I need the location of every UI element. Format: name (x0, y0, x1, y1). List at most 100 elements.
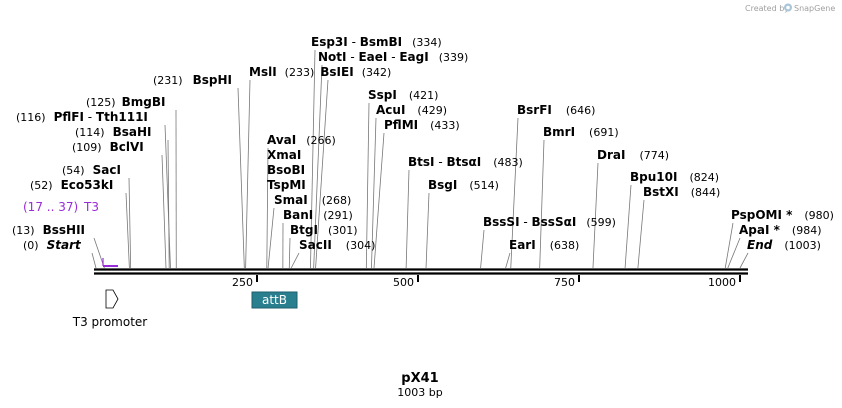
site-acui[interactable]: AcuI (376, 103, 405, 117)
pos-774: (774) (639, 149, 669, 162)
site-end[interactable]: End (747, 238, 773, 252)
svg-text:(54)SacI: (54) SacI (62, 163, 121, 177)
pos-844: (844) (691, 186, 721, 199)
svg-text:NotI - EaeI - EagI(339): NotI - EaeI - EagI (339) (318, 50, 468, 64)
site-smai[interactable]: SmaI (274, 193, 308, 207)
leader-line (310, 49, 316, 269)
site-bsshii[interactable]: BssHII (43, 223, 85, 237)
site-bstxi[interactable]: BstXI (643, 185, 679, 199)
leader-line (371, 117, 377, 269)
svg-text:(0)Start: (0) Start (23, 238, 82, 252)
site-pflmi[interactable]: PflMI (384, 118, 418, 132)
site-bani[interactable]: BanI (283, 208, 313, 222)
svg-text:(52)Eco53kI: (52) Eco53kI (30, 178, 113, 192)
leader-line (624, 184, 632, 269)
site-bpu10i[interactable]: Bpu10I (630, 170, 677, 184)
site-eagi[interactable]: EagI (399, 50, 428, 64)
svg-text:BsrFI(646): BsrFI (646) (517, 103, 595, 117)
site-bsmbi[interactable]: BsmBI (360, 35, 402, 49)
leader-line (125, 192, 130, 269)
leader-line (505, 252, 511, 269)
site-noti[interactable]: NotI (318, 50, 347, 64)
svg-text:(114)BsaHI: (114) BsaHI (75, 125, 152, 139)
site-tth111i[interactable]: Tth111I (96, 110, 148, 124)
site-bmri[interactable]: BmrI (543, 125, 575, 139)
svg-text:Bpu10I(824): Bpu10I (824) (630, 170, 719, 184)
site-apai[interactable]: ApaI * (739, 223, 781, 237)
site-bmgbi[interactable]: BmgBI (122, 95, 166, 109)
feature-t3-promoter[interactable]: T3 promoter (72, 289, 148, 329)
pos-0: (0) (23, 239, 39, 252)
site-bsrfi[interactable]: BsrFI (517, 103, 552, 117)
svg-text:SacII(304): SacII (304) (299, 238, 375, 252)
svg-text:(13)BssHII: (13) BssHII (12, 223, 85, 237)
site-bsssai[interactable]: BssSαI (532, 215, 577, 229)
leader-line (237, 87, 245, 269)
pos-980: (980) (804, 209, 834, 222)
attb-label: attB (262, 293, 287, 307)
pos-433: (433) (430, 119, 460, 132)
svg-text:MslI(233)BsIEI(342): MslI (233) BsIEI (342) (249, 65, 391, 79)
site-bsahi[interactable]: BsaHI (113, 125, 152, 139)
leader-line (128, 177, 132, 269)
leader-line (637, 199, 645, 269)
svg-text:(116)PflFI - Tth111I: (116) PflFI - Tth111I (16, 110, 148, 124)
site-pspomi[interactable]: PspOMI * (731, 208, 793, 222)
site-drai[interactable]: DraI (597, 148, 625, 162)
pos-638: (638) (550, 239, 580, 252)
pos-304: (304) (346, 239, 376, 252)
pos-429: (429) (417, 104, 447, 117)
leader-line (739, 252, 749, 269)
plasmid-length: 1003 bp (397, 386, 442, 399)
site-eaei[interactable]: EaeI (358, 50, 387, 64)
site-bsgi[interactable]: BsgI (428, 178, 457, 192)
leader-line (313, 64, 323, 269)
site-start[interactable]: Start (47, 238, 82, 252)
ruler: 250 500 750 1000 (232, 275, 741, 289)
site-tspmi[interactable]: TspMI (267, 178, 306, 192)
pos-1003: (1003) (784, 239, 821, 252)
site-saci[interactable]: SacI (93, 163, 121, 177)
site-sspi[interactable]: SspI (368, 88, 397, 102)
site-esp3i[interactable]: Esp3I (311, 35, 348, 49)
pos-824: (824) (689, 171, 719, 184)
pos-13: (13) (12, 224, 35, 237)
site-btgi[interactable]: BtgI (290, 223, 318, 237)
site-bsiei[interactable]: BsIEI (320, 65, 353, 79)
site-msli[interactable]: MslI (249, 65, 277, 79)
primer-t3[interactable]: (17 .. 37) T3 (23, 200, 118, 267)
leader-line (724, 222, 734, 269)
svg-text:SmaI(268): SmaI (268) (274, 193, 351, 207)
site-xmai[interactable]: XmaI (267, 148, 301, 162)
svg-text:BtsI - BtsαI(483): BtsI - BtsαI (483) (408, 155, 523, 169)
leader-line (267, 207, 275, 269)
site-bsphi[interactable]: BspHI (193, 73, 232, 87)
primer-range: (17 .. 37) (23, 200, 78, 214)
svg-text:BsgI(514): BsgI (514) (428, 178, 499, 192)
leader-line (373, 132, 385, 269)
ruler-label-750: 750 (554, 276, 575, 289)
pos-984: (984) (792, 224, 822, 237)
leader-line (91, 252, 97, 269)
leader-line (365, 102, 370, 269)
leader-line (539, 139, 545, 269)
site-eco53ki[interactable]: Eco53kI (61, 178, 114, 192)
site-pflfi[interactable]: PflFI (54, 110, 84, 124)
leader-line (315, 79, 329, 269)
plasmid-name: pX41 (401, 371, 438, 386)
site-eari[interactable]: EarI (509, 238, 536, 252)
site-bsssi[interactable]: BssSI (483, 215, 520, 229)
leader-line (167, 139, 170, 269)
pos-646: (646) (566, 104, 596, 117)
site-btsai[interactable]: BtsαI (446, 155, 481, 169)
site-sacii[interactable]: SacII (299, 238, 332, 252)
site-avai[interactable]: AvaI (267, 133, 296, 147)
site-bsobi[interactable]: BsoBI (267, 163, 305, 177)
ruler-label-500: 500 (393, 276, 414, 289)
site-btsi[interactable]: BtsI (408, 155, 435, 169)
site-bclvi[interactable]: BclVI (110, 140, 144, 154)
ruler-label-1000: 1000 (708, 276, 736, 289)
pos-54: (54) (62, 164, 85, 177)
leader-line (266, 147, 269, 269)
feature-attb[interactable]: attB (251, 291, 298, 309)
